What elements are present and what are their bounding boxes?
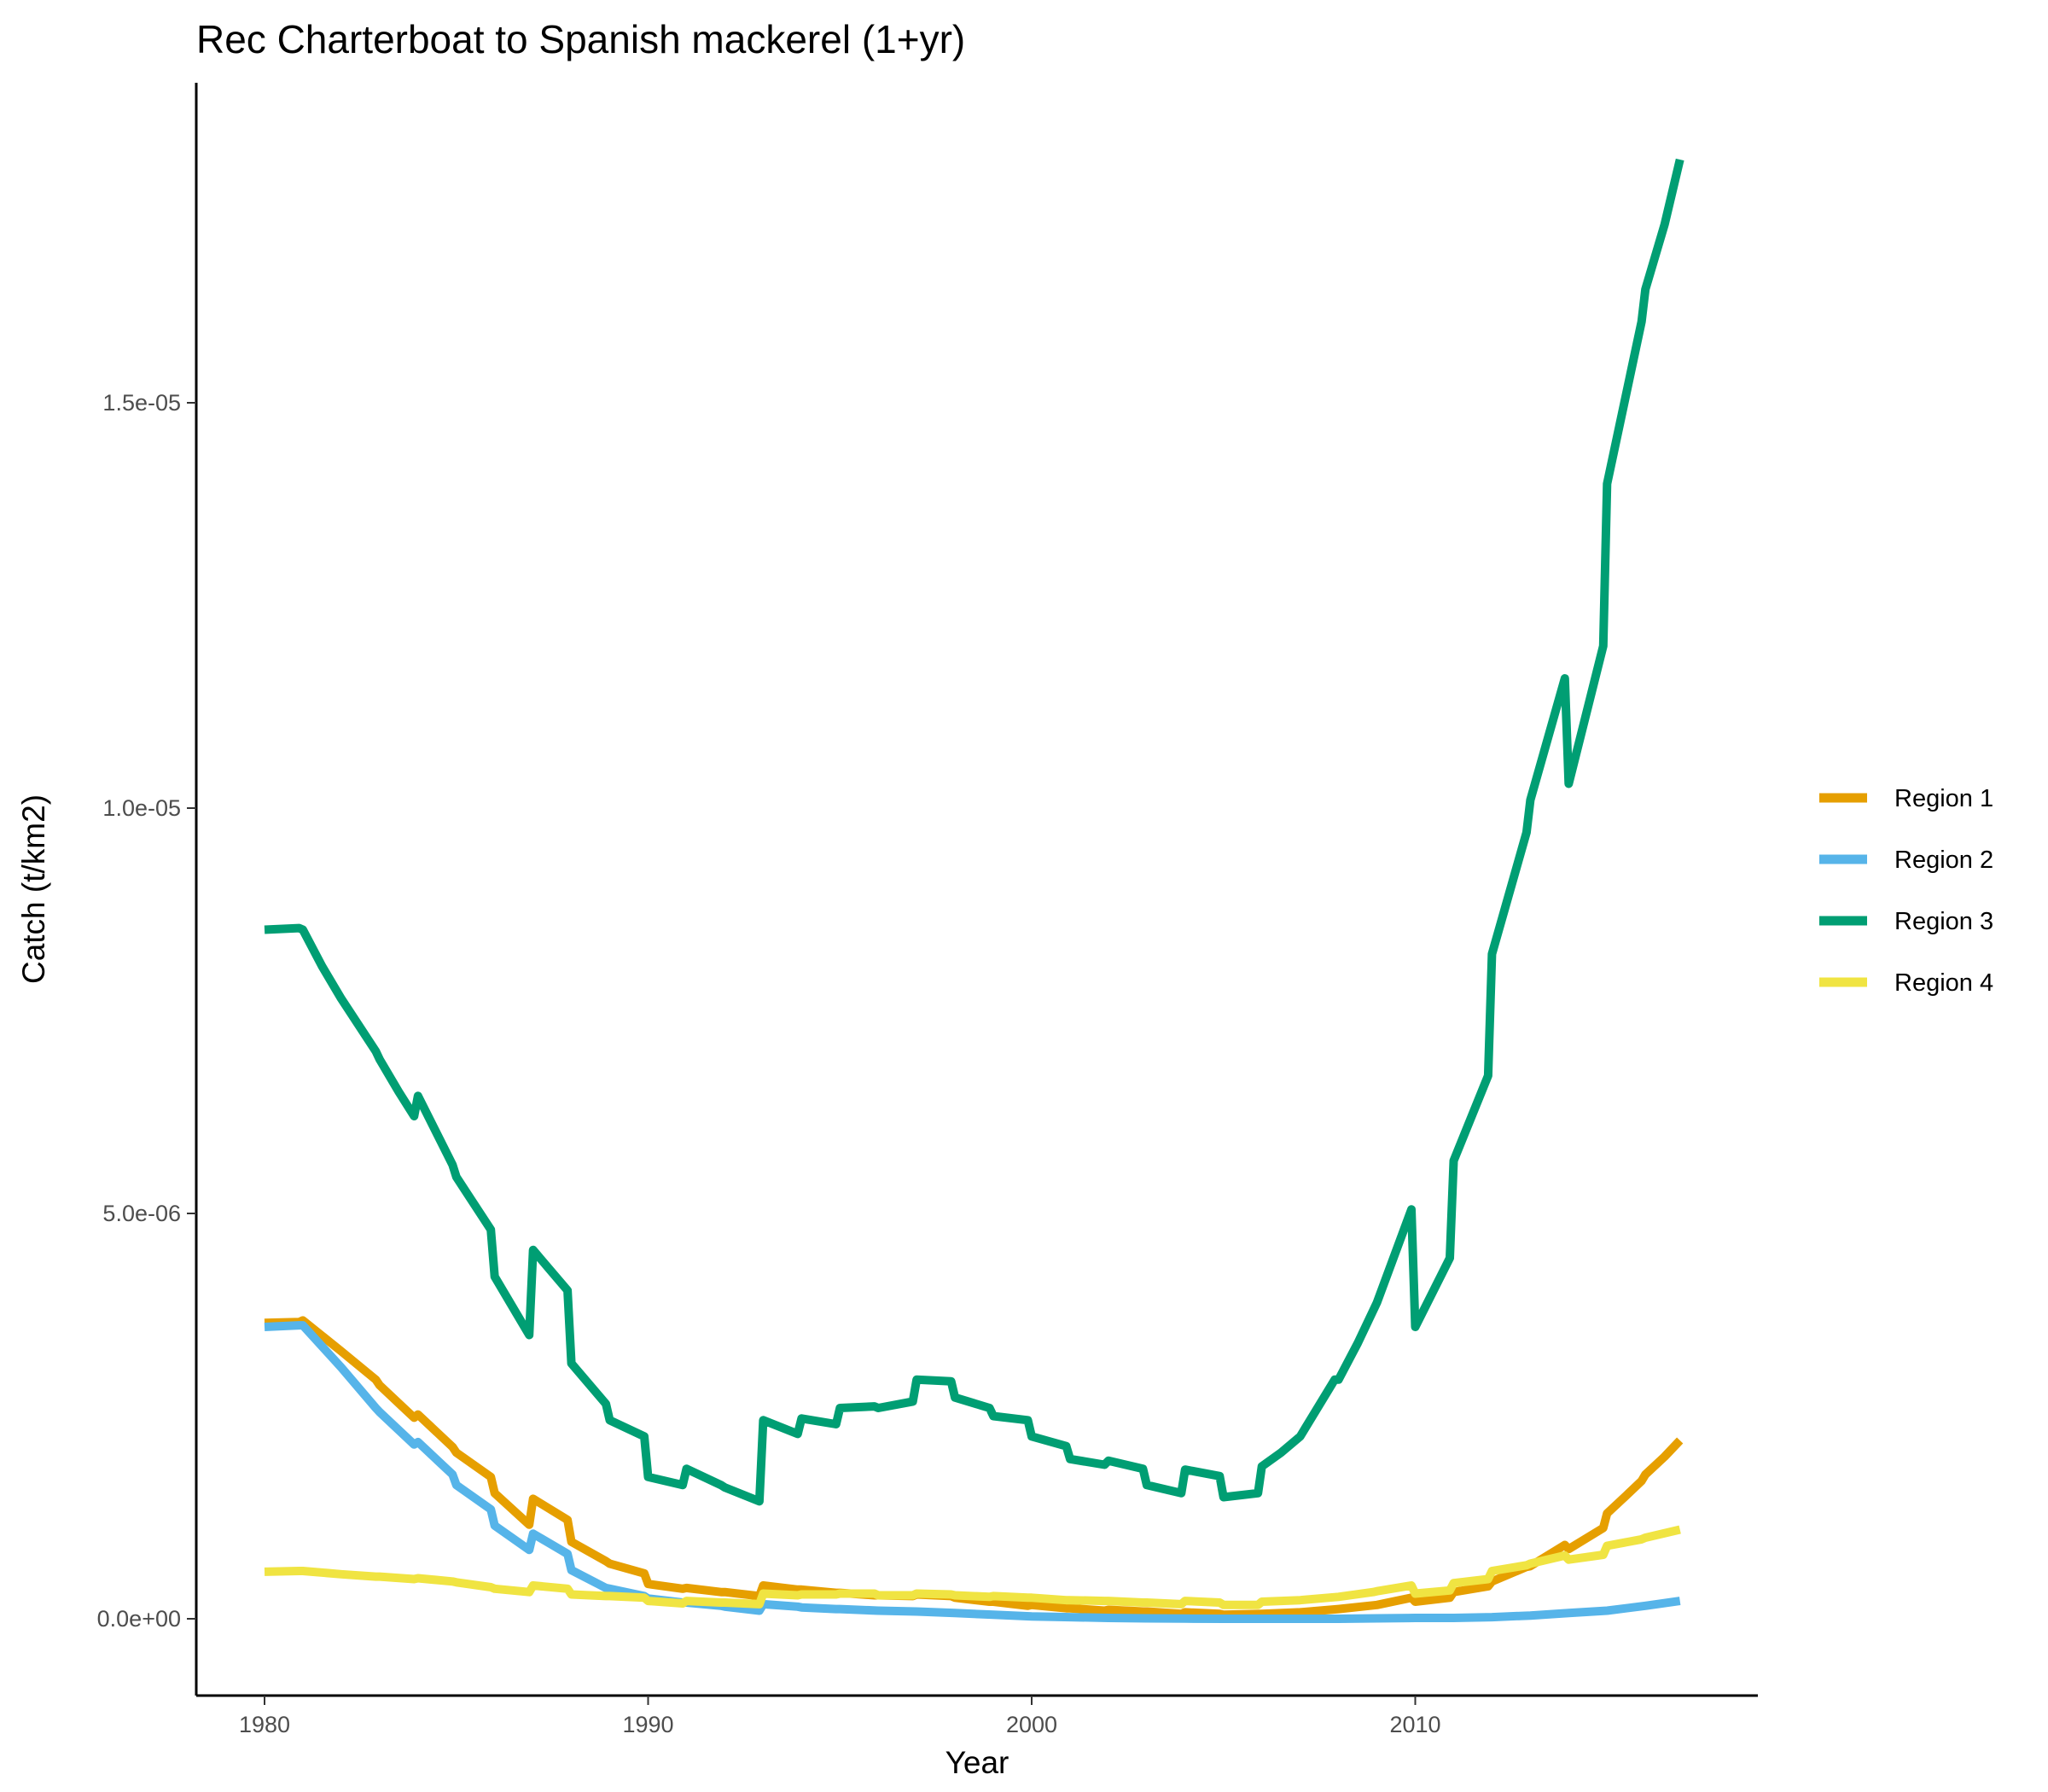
x-tick-label: 1980 (239, 1712, 290, 1737)
x-axis-ticks: 1980 1990 2000 2010 (239, 1696, 1441, 1737)
y-tick-label: 0.0e+00 (97, 1606, 181, 1632)
series-line-region-4 (264, 1525, 1681, 1609)
y-tick-label: 1.0e-05 (102, 795, 181, 821)
series-layer (264, 158, 1684, 1623)
legend: Region 1 Region 2 Region 3 Region 4 (1819, 785, 1993, 997)
legend-label-region-1: Region 1 (1894, 785, 1993, 812)
y-axis-title: Catch (t/km2) (16, 794, 51, 984)
y-axis-ticks: 0.0e+00 5.0e-06 1.0e-05 1.5e-05 (97, 390, 196, 1632)
legend-label-region-3: Region 3 (1894, 908, 1993, 935)
x-tick-label: 2000 (1006, 1712, 1057, 1737)
x-tick-label: 1990 (622, 1712, 673, 1737)
series-line-region-3 (264, 158, 1684, 1506)
series-line-region-2 (264, 1321, 1681, 1623)
y-tick-label: 1.5e-05 (102, 390, 181, 416)
y-tick-label: 5.0e-06 (102, 1201, 181, 1226)
x-tick-label: 2010 (1389, 1712, 1440, 1737)
legend-label-region-4: Region 4 (1894, 969, 1993, 997)
x-axis-title: Year (945, 1745, 1009, 1780)
chart-title: Rec Charterboat to Spanish mackerel (1+y… (196, 17, 965, 61)
series-line-region-1 (264, 1316, 1684, 1620)
legend-label-region-2: Region 2 (1894, 847, 1993, 874)
